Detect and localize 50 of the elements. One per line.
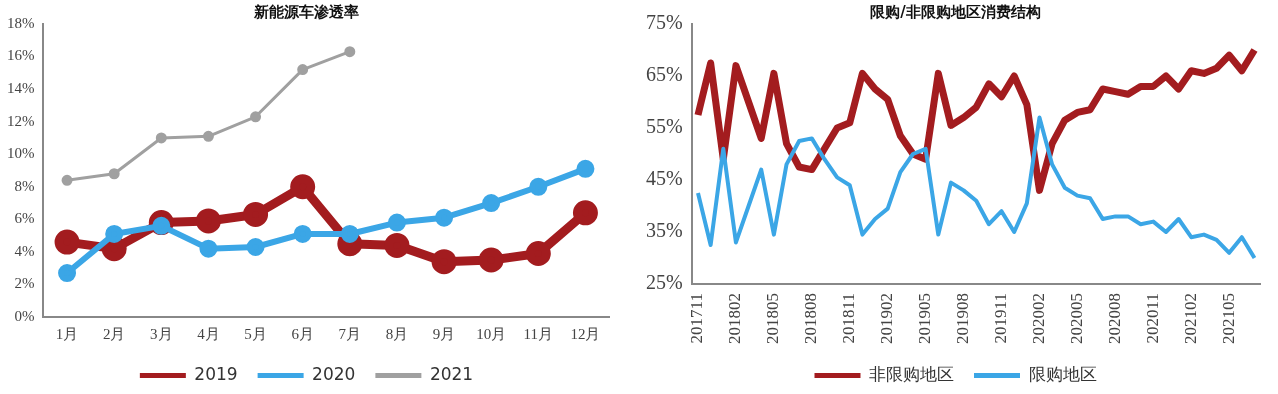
legend-label: 2020 (312, 363, 356, 384)
y-tick-label: 45% (645, 167, 683, 190)
x-tick-label: 11月 (523, 325, 554, 342)
x-tick-label: 202105 (1218, 293, 1238, 344)
y-tick-label: 2% (14, 275, 35, 292)
x-tick-label: 202102 (1180, 293, 1200, 344)
x-tick-label: 202002 (1028, 293, 1048, 344)
x-tick-label: 6月 (291, 325, 314, 342)
x-tick-label: 201811 (839, 293, 859, 344)
chart-title: 新能源车渗透率 (253, 2, 359, 21)
x-tick-label: 201805 (763, 293, 783, 344)
legend-label: 非限购地区 (869, 363, 954, 384)
x-tick-label: 201902 (877, 293, 897, 344)
x-tick-label: 4月 (197, 325, 220, 342)
y-tick-label: 18% (7, 14, 35, 31)
y-tick-label: 14% (7, 80, 35, 97)
y-tick-label: 6% (14, 210, 35, 227)
legend-label: 2021 (429, 363, 474, 384)
legend-label: 限购地区 (1028, 363, 1097, 384)
legend-label: 2019 (194, 363, 238, 384)
y-tick-label: 8% (14, 177, 35, 194)
chart-title: 限购/非限购地区消费结构 (870, 2, 1041, 21)
y-tick-label: 0% (14, 307, 35, 324)
y-tick-label: 10% (7, 145, 35, 162)
x-tick-label: 1月 (55, 325, 79, 342)
x-tick-label: 2月 (102, 325, 126, 342)
y-tick-label: 65% (645, 63, 683, 86)
x-tick-label: 5月 (244, 325, 267, 342)
x-tick-label: 9月 (432, 325, 456, 342)
x-tick-label: 8月 (385, 325, 409, 342)
x-tick-label: 202005 (1066, 293, 1086, 344)
x-tick-label: 201911 (991, 293, 1010, 344)
y-tick-label: 4% (14, 242, 35, 259)
y-tick-label: 55% (645, 115, 683, 138)
x-tick-label: 202011 (1142, 293, 1162, 344)
y-tick-label: 12% (7, 112, 35, 129)
y-tick-label: 75% (645, 11, 683, 34)
y-tick-label: 35% (645, 219, 683, 242)
y-tick-label: 16% (7, 47, 35, 64)
x-tick-label: 201905 (915, 293, 935, 344)
x-tick-label: 201808 (801, 293, 821, 344)
x-tick-label: 7月 (338, 325, 362, 342)
y-tick-label: 25% (645, 271, 683, 294)
x-tick-label: 10月 (476, 325, 507, 342)
x-tick-label: 12月 (570, 325, 601, 342)
x-tick-label: 201908 (953, 293, 973, 344)
x-tick-label: 3月 (150, 325, 173, 342)
x-tick-label: 201802 (725, 293, 745, 344)
x-tick-label: 202008 (1104, 293, 1124, 344)
x-tick-label: 201711 (687, 293, 707, 344)
